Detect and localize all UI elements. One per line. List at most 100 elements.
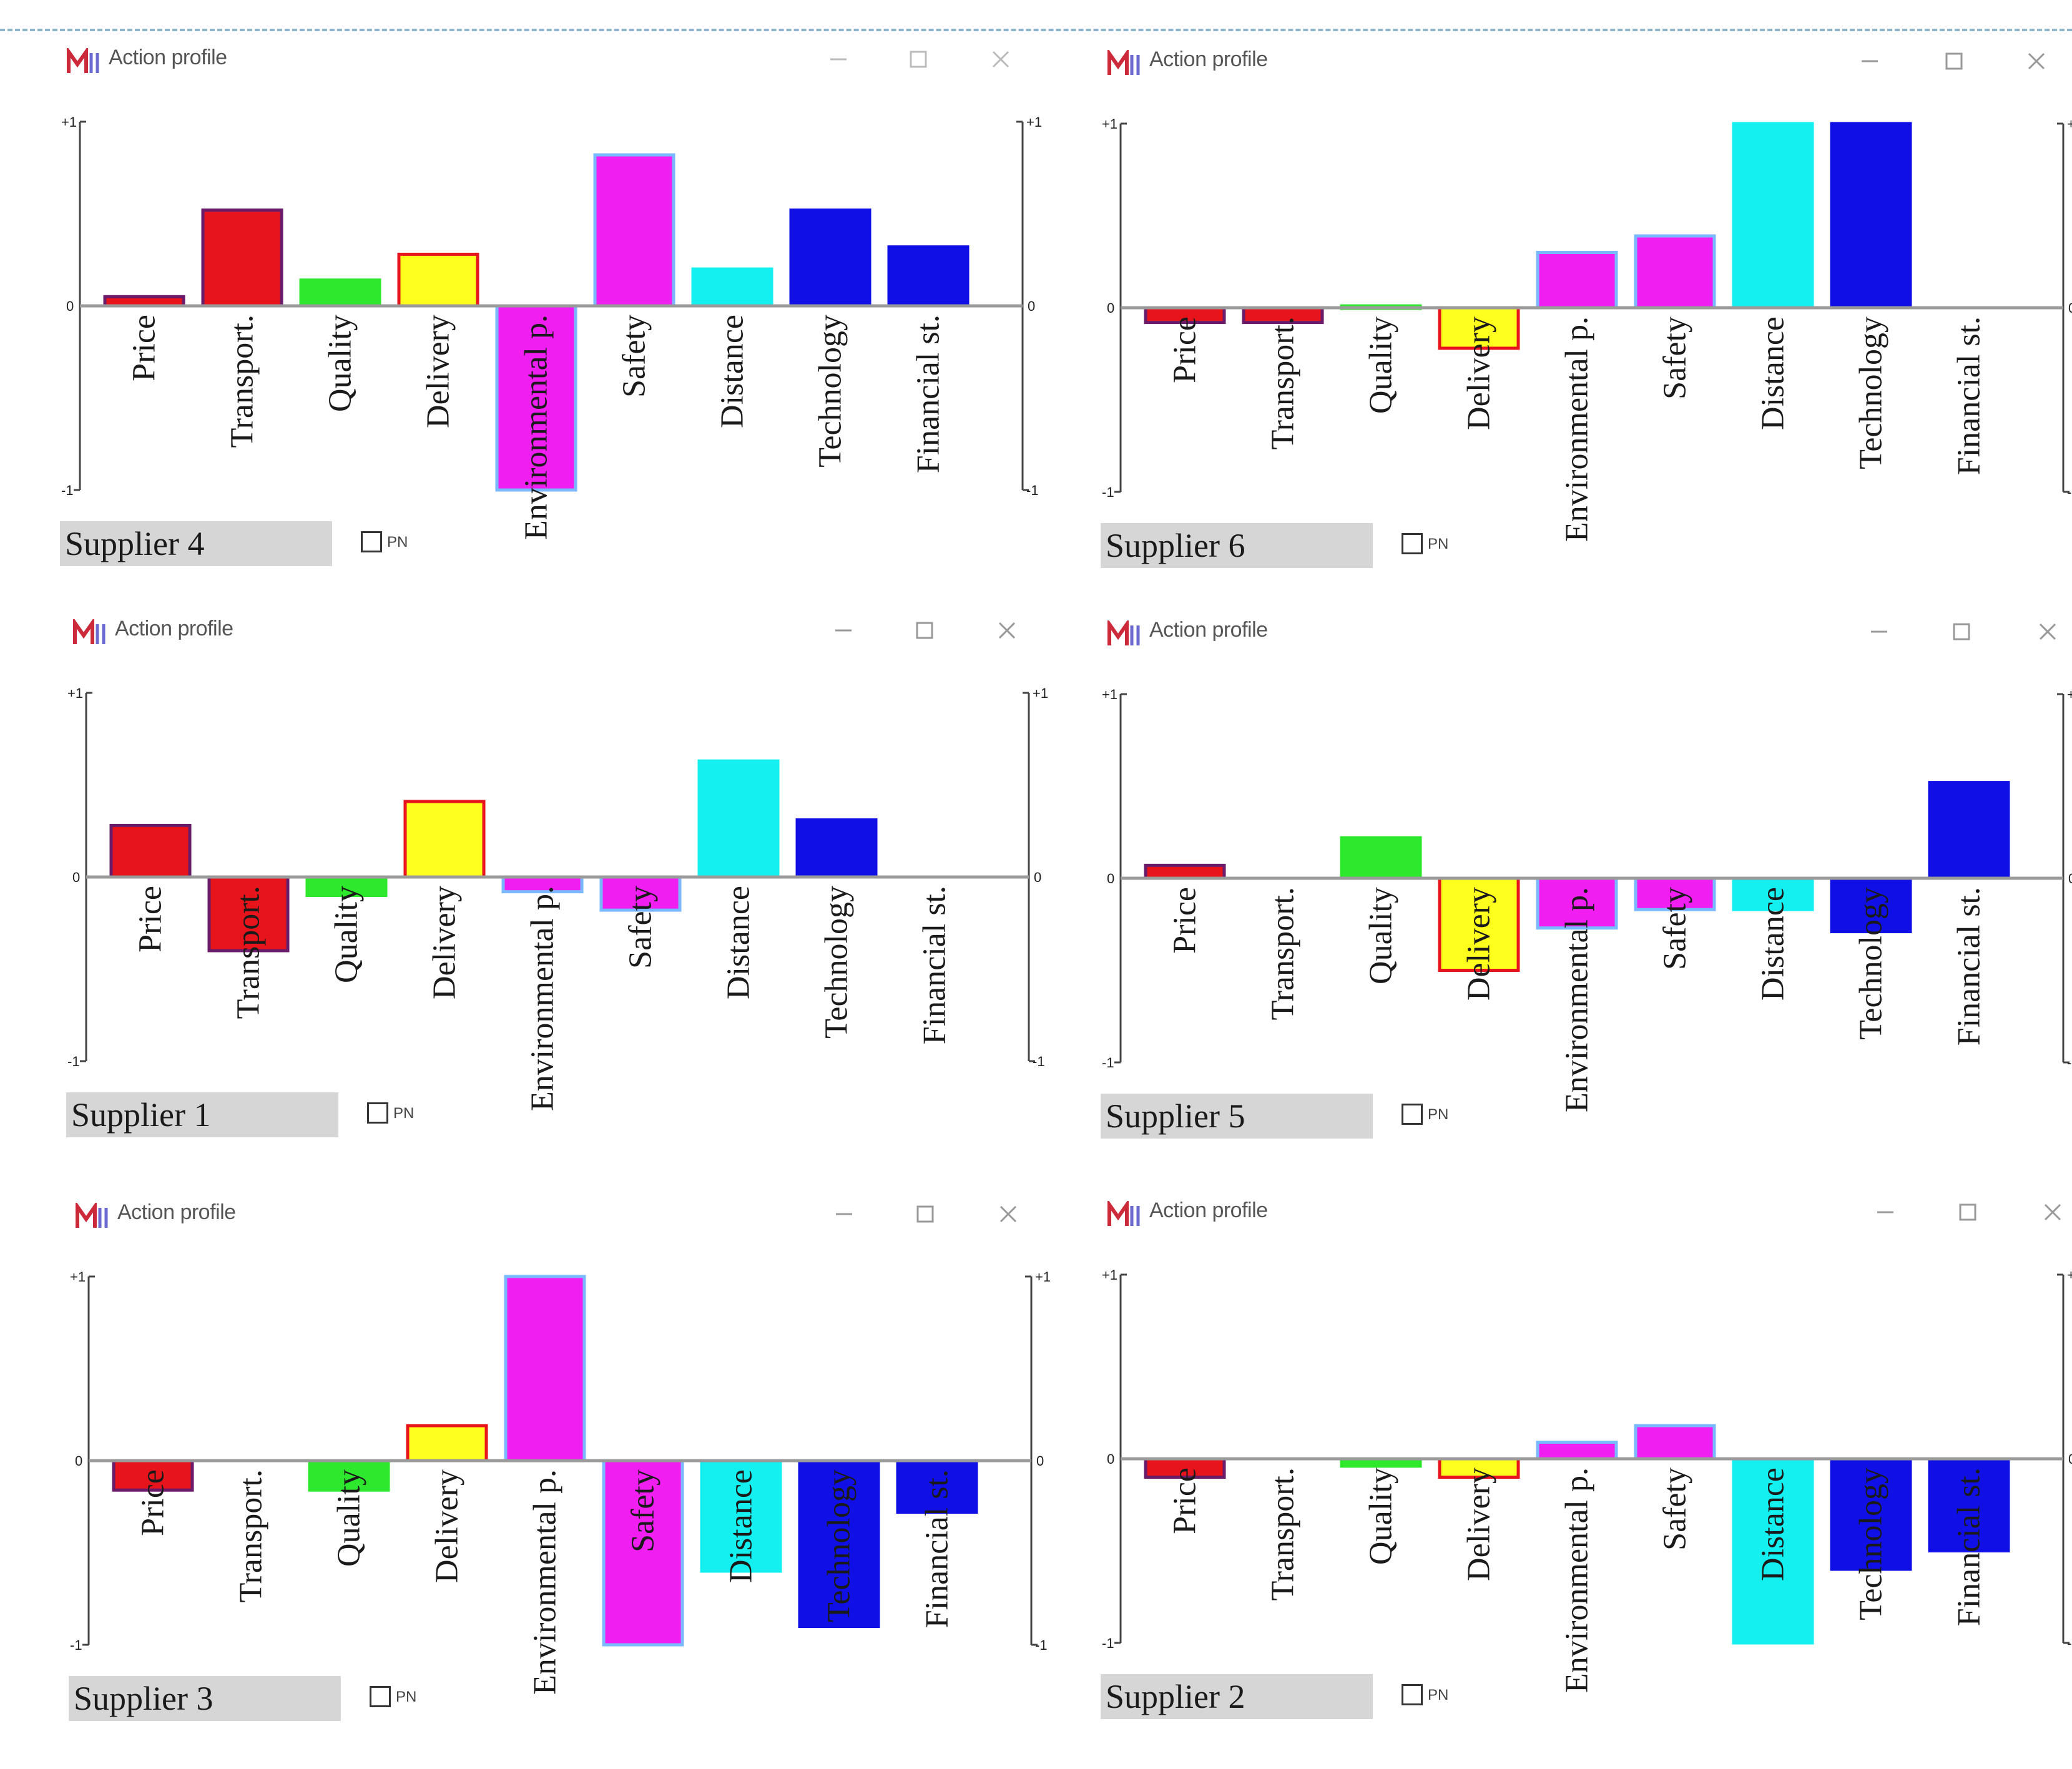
close-button[interactable] (2015, 41, 2058, 81)
bar (599, 875, 682, 912)
bar-chart: +1 +1 0 0 -1 -1 Price Transport. Quality Delivery… (1102, 116, 2072, 542)
category-label: Financial st. (1952, 316, 1987, 475)
bar (112, 1459, 194, 1492)
y-tick-label-zero-right: 0 (2068, 1451, 2072, 1467)
category-label: Price (1167, 316, 1203, 383)
pn-checkbox-label: PN (1428, 1106, 1449, 1123)
category-label: Price (1167, 887, 1203, 954)
pn-checkbox[interactable] (367, 1102, 388, 1124)
close-button[interactable] (986, 1194, 1030, 1234)
maximize-button[interactable] (903, 1194, 947, 1234)
category-label: Quality (329, 886, 365, 983)
y-tick-label-zero-left: 0 (72, 870, 80, 885)
supplier-name-field[interactable]: Supplier 6 (1101, 523, 1373, 568)
bar (1536, 1440, 1618, 1461)
app-logo-icon (67, 48, 99, 73)
category-label: Quality (331, 1469, 367, 1567)
bar (1830, 1457, 1912, 1571)
pn-checkbox-label: PN (396, 1688, 417, 1705)
y-tick-label-top-right: +1 (1035, 1269, 1051, 1285)
y-tick-label-zero-left: 0 (66, 298, 74, 314)
category-label: Price (127, 315, 162, 381)
bar-chart: +1 +1 0 0 -1 -1 Price Transport. Quality Delivery… (67, 685, 1048, 1111)
pn-checkbox[interactable] (1402, 1104, 1423, 1125)
pn-checkbox[interactable] (1402, 533, 1423, 554)
bar (593, 153, 675, 308)
supplier-name-field[interactable]: Supplier 2 (1101, 1674, 1373, 1719)
action-profile-window: Action profile +1 +1 0 0 -1 -1 Price Transport.… (1089, 607, 2072, 1181)
bar (1928, 1457, 2010, 1552)
bar (397, 252, 479, 308)
pn-checkbox[interactable] (361, 531, 382, 552)
bar (789, 208, 872, 308)
minimize-button[interactable] (822, 610, 865, 650)
category-label: Quality (1363, 887, 1399, 984)
category-label: Safety (623, 886, 659, 969)
bar (795, 818, 878, 879)
minimize-button[interactable] (817, 39, 860, 79)
minimize-button[interactable] (1863, 1192, 1907, 1232)
minimize-button[interactable] (1857, 612, 1901, 652)
supplier-name-field[interactable]: Supplier 1 (66, 1092, 338, 1137)
window-titlebar: Action profile (57, 1189, 1063, 1239)
category-label: Technology (822, 1469, 857, 1622)
category-label: Distance (1755, 887, 1791, 1001)
bar-chart: +1 +1 0 0 -1 -1 Price Transport. Quality Delivery… (61, 114, 1042, 540)
y-tick-label-zero-left: 0 (1107, 871, 1114, 886)
y-tick-label-top-left: +1 (1102, 116, 1117, 132)
category-label: Technology (1854, 887, 1889, 1040)
window-titlebar: Action profile (49, 34, 1054, 84)
maximize-button[interactable] (1932, 41, 1976, 81)
close-button[interactable] (2031, 1192, 2072, 1232)
maximize-button[interactable] (903, 610, 946, 650)
bar (700, 1459, 782, 1573)
category-label: Safety (1657, 887, 1693, 970)
bar (308, 1459, 390, 1492)
bar (1438, 1457, 1520, 1479)
supplier-name-field[interactable]: Supplier 3 (69, 1676, 341, 1721)
bar (1928, 781, 2010, 880)
category-label: Transport. (225, 315, 260, 448)
pn-checkbox-label: PN (1428, 1687, 1449, 1703)
y-tick-label-top-right: +1 (1033, 685, 1048, 701)
close-button[interactable] (979, 39, 1023, 79)
y-tick-label-zero-left: 0 (1107, 300, 1114, 316)
bar (1438, 876, 1520, 972)
bar (1830, 122, 1912, 310)
category-label: Delivery (1461, 316, 1497, 430)
bar-chart: +1 +1 0 0 -1 -1 Price Transport. Quality Delivery… (70, 1269, 1051, 1695)
category-label: Financial st. (917, 886, 953, 1044)
minimize-button[interactable] (822, 1194, 866, 1234)
supplier-name-field[interactable]: Supplier 5 (1101, 1094, 1373, 1139)
category-label: Financial st. (911, 315, 946, 473)
category-label: Environmental p. (1559, 1468, 1595, 1693)
bar (1830, 876, 1912, 934)
bar (1340, 836, 1422, 880)
bar (697, 759, 780, 879)
minimize-button[interactable] (1848, 41, 1892, 81)
y-tick-label-bottom-right: -1 (2067, 484, 2072, 500)
y-tick-label-bottom-right: -1 (2067, 1055, 2072, 1071)
category-label: Delivery (1461, 1468, 1497, 1581)
close-button[interactable] (2026, 612, 2070, 652)
supplier-name-field[interactable]: Supplier 4 (60, 521, 332, 566)
close-button[interactable] (985, 610, 1029, 650)
window-title: Action profile (115, 617, 233, 640)
pn-checkbox[interactable] (1402, 1684, 1423, 1705)
maximize-button[interactable] (1940, 612, 1983, 652)
window-title: Action profile (1149, 1198, 1268, 1222)
pn-checkbox-label: PN (393, 1105, 415, 1122)
category-label: Distance (724, 1469, 759, 1583)
bar (299, 278, 381, 308)
category-label: Distance (1755, 1468, 1791, 1581)
maximize-button[interactable] (896, 39, 940, 79)
y-tick-label-top-left: +1 (70, 1269, 86, 1285)
pn-checkbox[interactable] (370, 1686, 391, 1707)
bar (1144, 863, 1226, 880)
bar (887, 245, 970, 308)
bar (504, 1275, 586, 1463)
bar (1536, 251, 1618, 310)
y-tick-label-top-left: +1 (67, 685, 83, 701)
category-label: Environmental p. (1559, 887, 1595, 1112)
maximize-button[interactable] (1946, 1192, 1990, 1232)
